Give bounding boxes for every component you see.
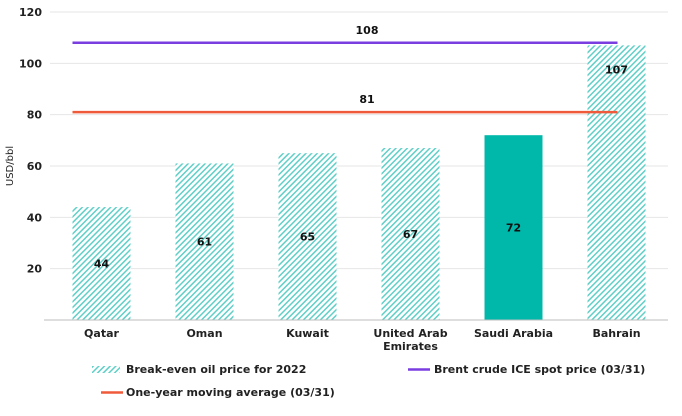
legend-swatch-bar: [92, 366, 120, 373]
bars: 44 61 65 67 72 107: [72, 45, 646, 320]
y-tick-label: 60: [27, 160, 43, 173]
y-tick-label: 80: [27, 109, 43, 122]
category-label-line: Saudi Arabia: [474, 327, 553, 340]
bar: [484, 135, 543, 320]
category-label-line: Emirates: [383, 340, 438, 353]
y-axis: 20 40 60 80 100 120: [19, 6, 42, 276]
category-label-line: Oman: [186, 327, 222, 340]
reference-line-label: 81: [359, 93, 374, 106]
category-label-line: Qatar: [84, 327, 119, 340]
bar-value-label: 72: [506, 222, 521, 235]
y-tick-label: 40: [27, 211, 43, 224]
bar: [587, 45, 646, 320]
category-label-line: United Arab: [373, 327, 447, 340]
category-label: Qatar: [84, 327, 119, 340]
reference-line-label: 108: [356, 24, 379, 37]
y-tick-label: 20: [27, 263, 43, 276]
legend-label: Break-even oil price for 2022: [126, 363, 306, 376]
bar: [175, 163, 234, 320]
category-label: United Arab Emirates: [373, 327, 447, 353]
y-tick-label: 100: [19, 57, 42, 70]
bar-value-label: 44: [94, 258, 110, 271]
bar: [381, 148, 440, 320]
category-label-line: Bahrain: [592, 327, 640, 340]
bar: [278, 153, 337, 320]
bar: [72, 207, 131, 320]
bar-value-label: 67: [403, 228, 418, 241]
reference-lines: 108 81: [72, 24, 618, 114]
category-label: Kuwait: [286, 327, 329, 340]
category-label-line: Kuwait: [286, 327, 329, 340]
x-axis: Qatar Oman Kuwait United Arab Emirates Saudi …: [44, 319, 668, 353]
legend-label: One-year moving average (03/31): [126, 386, 335, 399]
gridlines: [50, 11, 668, 270]
legend-label: Brent crude ICE spot price (03/31): [434, 363, 645, 376]
y-tick-label: 120: [19, 6, 42, 19]
category-label: Bahrain: [592, 327, 640, 340]
y-axis-label: USD/bbl: [5, 146, 16, 186]
category-label: Oman: [186, 327, 222, 340]
category-label: Saudi Arabia: [474, 327, 553, 340]
bar-value-label: 107: [605, 63, 628, 76]
bar-value-label: 65: [300, 231, 315, 244]
bar-value-label: 61: [197, 236, 212, 249]
legend: Break-even oil price for 2022 Brent crude…: [92, 363, 645, 399]
